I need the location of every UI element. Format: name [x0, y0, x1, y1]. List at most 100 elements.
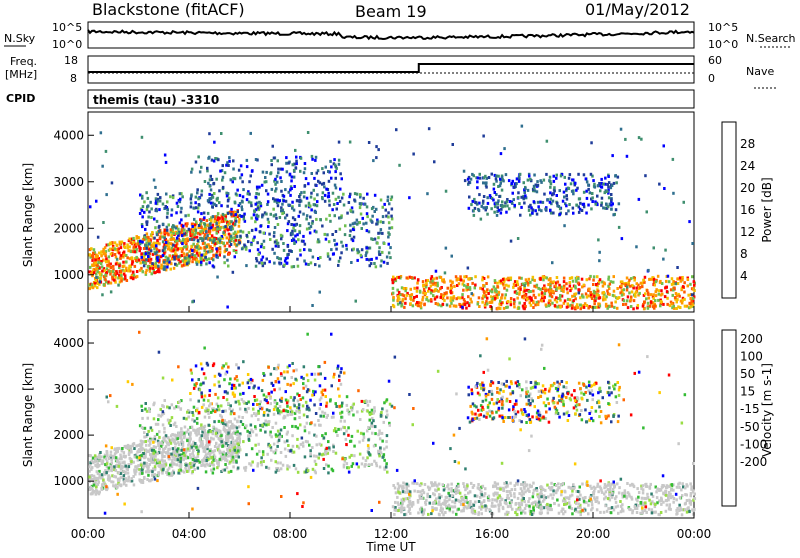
range-cell: [180, 427, 183, 430]
range-cell: [537, 205, 540, 208]
range-cell: [344, 233, 347, 236]
x-axis-ticks: [88, 306, 694, 312]
range-cell: [482, 200, 485, 203]
range-cell: [664, 295, 667, 298]
range-cell: [311, 222, 314, 225]
range-cell: [518, 180, 521, 183]
range-cell: [141, 195, 144, 198]
range-cell: [237, 443, 240, 446]
range-cell: [248, 231, 251, 234]
range-cell: [165, 445, 168, 448]
range-cell: [552, 200, 555, 203]
range-cell: [334, 427, 337, 430]
range-cell: [342, 245, 345, 248]
range-cell: [189, 392, 192, 395]
range-cell: [131, 256, 134, 259]
range-cell: [235, 192, 238, 195]
range-cell: [294, 417, 297, 420]
range-cell: [147, 252, 150, 255]
range-cell: [667, 275, 670, 278]
range-cell: [251, 461, 254, 464]
range-cell: [403, 287, 406, 290]
range-cell: [533, 174, 536, 177]
range-cell: [172, 244, 175, 247]
range-cell: [495, 290, 498, 293]
range-cell: [183, 454, 186, 457]
range-cell: [203, 372, 206, 375]
range-cell: [583, 306, 586, 309]
range-cell: [259, 230, 262, 233]
range-cell: [158, 242, 161, 245]
range-cell: [549, 186, 552, 189]
range-cell: [100, 487, 103, 490]
range-cell: [276, 199, 279, 202]
range-cell: [643, 300, 646, 303]
range-cell: [549, 176, 552, 179]
range-cell: [281, 212, 284, 215]
range-cell: [362, 439, 365, 442]
range-cell: [587, 204, 590, 207]
range-cell: [101, 265, 104, 268]
range-cell: [237, 467, 240, 470]
range-cell: [554, 285, 557, 288]
range-cell: [105, 150, 108, 153]
range-cell: [226, 248, 229, 251]
range-cell: [191, 378, 194, 381]
range-cell: [297, 238, 300, 241]
range-cell: [147, 197, 150, 200]
range-cell: [546, 198, 549, 201]
range-cell: [167, 208, 170, 211]
range-cell: [155, 244, 158, 247]
range-cell: [332, 450, 335, 453]
range-cell: [191, 260, 194, 263]
range-cell: [507, 277, 510, 280]
range-cell: [375, 462, 378, 465]
range-cell: [233, 412, 236, 415]
range-cell: [208, 257, 211, 260]
range-cell: [183, 417, 186, 420]
range-cell: [687, 284, 690, 287]
range-cell: [333, 252, 336, 255]
range-cell: [398, 298, 401, 301]
range-cell: [227, 451, 230, 454]
range-cell: [158, 430, 161, 433]
range-cell: [239, 230, 242, 233]
range-cell: [666, 286, 669, 289]
range-cell: [644, 174, 647, 177]
range-cell: [197, 430, 200, 433]
range-cell: [195, 206, 198, 209]
range-cell: [610, 204, 613, 207]
range-cell: [125, 465, 128, 468]
range-cell: [236, 437, 239, 440]
range-cell: [215, 432, 218, 435]
range-cell: [689, 283, 692, 286]
range-cell: [335, 177, 338, 180]
range-cell: [232, 441, 235, 444]
range-cell: [328, 199, 331, 202]
range-cell: [271, 248, 274, 251]
range-cell: [294, 149, 297, 152]
range-cell: [600, 178, 603, 181]
range-cell: [165, 193, 168, 196]
range-cell: [610, 199, 613, 202]
range-cell: [585, 212, 588, 215]
range-cell: [366, 400, 369, 403]
range-cell: [314, 460, 317, 463]
range-cell: [97, 472, 100, 475]
range-cell: [279, 216, 282, 219]
range-cell: [216, 232, 219, 235]
range-cell: [270, 459, 273, 462]
range-cell: [491, 301, 494, 304]
range-cell: [243, 218, 246, 221]
range-cell: [128, 465, 131, 468]
range-cell: [452, 297, 455, 300]
range-cell: [563, 224, 566, 227]
y-tick-label: 1000: [53, 268, 84, 282]
range-cell: [496, 282, 499, 285]
range-cell: [265, 213, 268, 216]
range-cell: [245, 424, 248, 427]
range-cell: [505, 211, 508, 214]
range-cell: [591, 196, 594, 199]
range-cell: [340, 367, 343, 370]
